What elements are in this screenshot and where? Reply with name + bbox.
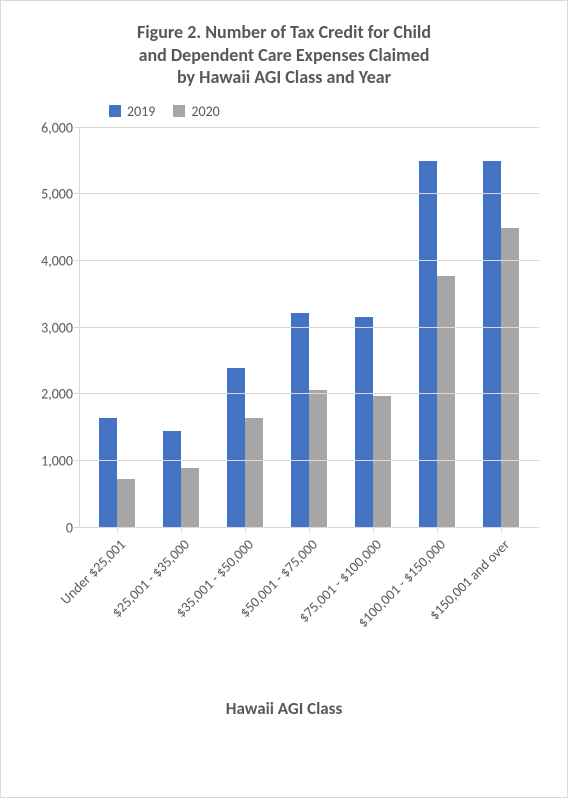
bar-group [149,128,213,528]
bar [419,161,437,528]
bar-group [405,128,469,528]
chart-title: Figure 2. Number of Tax Credit for Child… [19,21,549,89]
legend-label: 2020 [191,103,219,120]
y-tick-label: 5,000 [19,186,73,203]
x-tick-label: Under $25,001 [57,536,129,608]
bar [355,317,373,528]
y-tick-mark [74,460,79,461]
bar-group [277,128,341,528]
legend-item: 2019 [109,103,155,120]
bar-group [213,128,277,528]
legend-item: 2020 [173,103,219,120]
chart-title-line: by Hawaii AGI Class and Year [19,66,549,89]
bar-group [469,128,533,528]
x-label-slot: $150,001 and over [469,528,533,698]
legend-swatch-icon [109,105,121,117]
bar [181,468,199,528]
x-axis-title: Hawaii AGI Class [19,698,549,719]
bar [501,228,519,528]
bar-group [85,128,149,528]
bar [291,313,309,528]
chart-legend: 2019 2020 [109,103,549,120]
bar-group [341,128,405,528]
legend-swatch-icon [173,105,185,117]
y-tick-label: 1,000 [19,452,73,469]
y-tick-mark [74,393,79,394]
bar [99,418,117,528]
y-tick-mark [74,193,79,194]
bar [309,390,327,527]
legend-label: 2019 [127,103,155,120]
y-tick-label: 6,000 [19,119,73,136]
chart-title-line: and Dependent Care Expenses Claimed [19,44,549,67]
chart-frame: Figure 2. Number of Tax Credit for Child… [0,0,568,798]
bar [373,396,391,528]
gridline [79,327,539,328]
bar [437,276,455,528]
y-tick-mark [74,127,79,128]
y-tick-label: 3,000 [19,319,73,336]
y-tick-label: 2,000 [19,386,73,403]
bar [117,479,135,528]
bar [163,431,181,528]
gridline [79,393,539,394]
gridline [79,127,539,128]
y-tick-mark [74,327,79,328]
y-tick-label: 0 [19,519,73,536]
y-tick-label: 4,000 [19,252,73,269]
y-tick-mark [74,260,79,261]
x-axis-labels: Under $25,001$25,001 - $35,000$35,001 - … [79,528,539,698]
plot-area: 01,0002,0003,0004,0005,0006,000 [79,128,539,528]
bars-area [79,128,539,528]
bar [483,161,501,528]
gridline [79,193,539,194]
gridline [79,260,539,261]
gridline [79,460,539,461]
chart-title-line: Figure 2. Number of Tax Credit for Child [19,21,549,44]
bar [245,418,263,527]
bar [227,368,245,528]
